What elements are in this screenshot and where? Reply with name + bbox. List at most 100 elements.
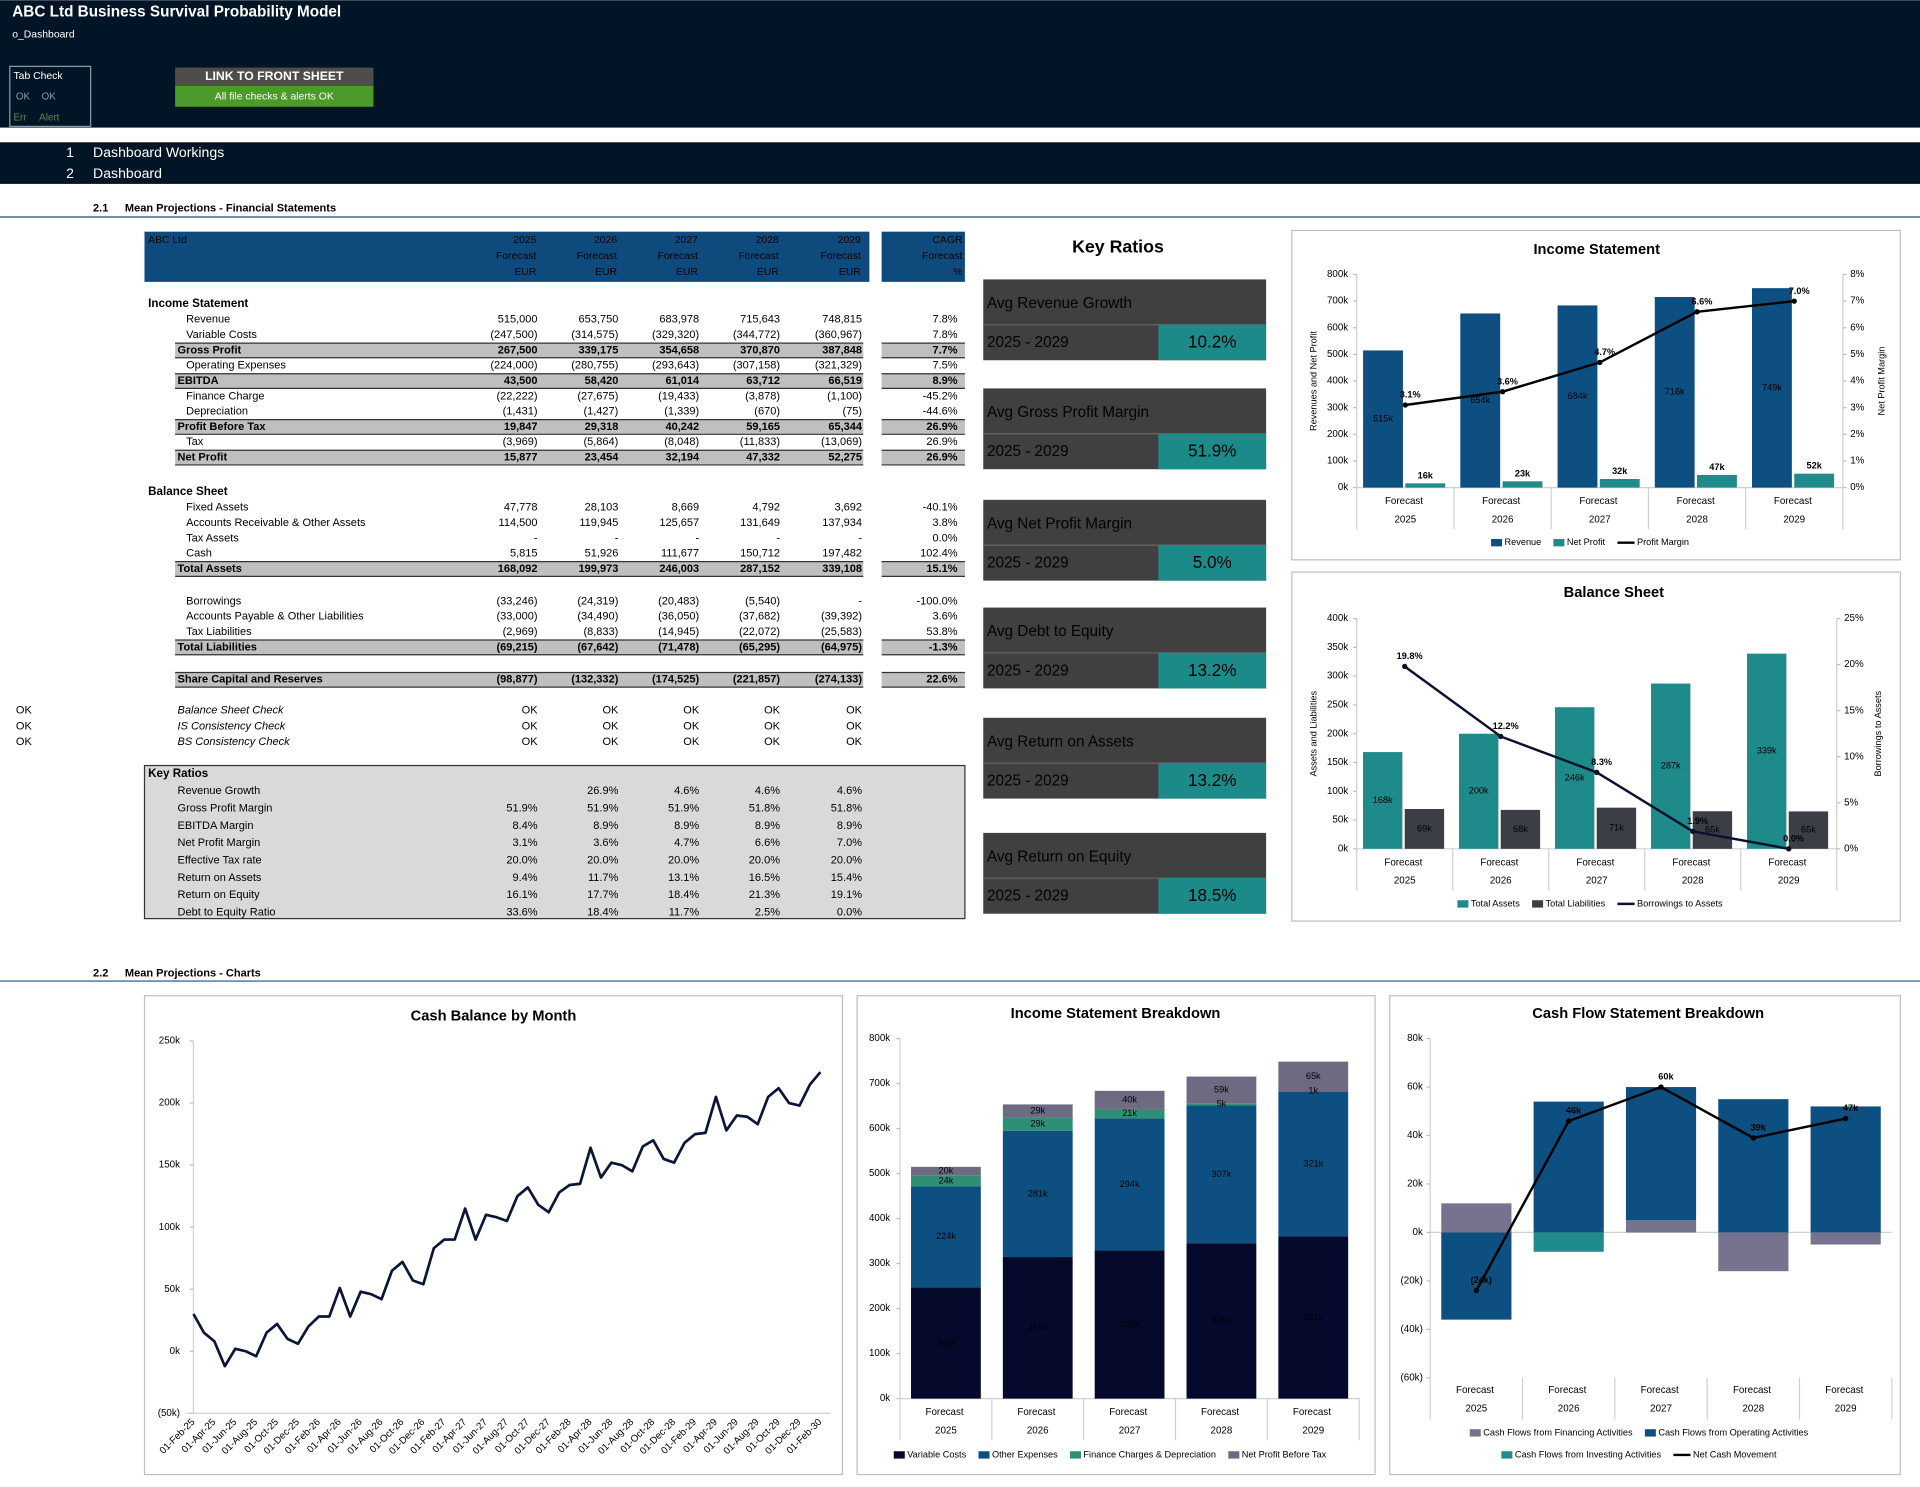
bar	[1533, 1232, 1604, 1252]
bar	[1555, 707, 1595, 849]
bar	[1810, 1106, 1881, 1233]
row-label: Accounts Receivable & Other Assets	[186, 517, 366, 529]
card-value: 10.2%	[1188, 332, 1237, 352]
check-value: OK	[602, 736, 619, 748]
y-tick-label: 300k	[869, 1258, 890, 1269]
check-value: OK	[683, 704, 700, 716]
x-tick-label: Forecast 2028	[1672, 857, 1713, 886]
check-value: OK	[602, 720, 619, 732]
legend-item: Revenue	[1491, 537, 1541, 547]
check-status: OK	[16, 720, 33, 732]
x-tick-label: Forecast 2027	[1576, 857, 1617, 886]
cell-value: (670)	[754, 406, 780, 418]
bar	[1625, 1220, 1697, 1233]
y-tick-label: 700k	[1327, 296, 1348, 307]
ratio-value: 8.4%	[512, 820, 537, 832]
card-value: 13.2%	[1188, 770, 1237, 790]
ratio-value: 51.8%	[749, 802, 780, 814]
data-label: 307k	[1211, 1169, 1231, 1179]
card-value: 13.2%	[1188, 660, 1237, 680]
data-label: 6.6%	[1691, 296, 1712, 306]
cell-value: 5,815	[510, 548, 538, 560]
cell-value: (11,833)	[740, 436, 780, 448]
cell-value: (13,069)	[821, 436, 862, 448]
cell-value: (344,772)	[733, 329, 780, 341]
cell-value: 61,014	[665, 375, 700, 387]
data-label: 5k	[1217, 1099, 1227, 1109]
legend-swatch	[978, 1451, 990, 1459]
data-label: 47k	[1709, 462, 1725, 472]
check-label: IS Consistency Check	[178, 720, 286, 732]
data-label: 65k	[1801, 825, 1816, 835]
total-row-bg	[175, 561, 864, 577]
key-ratios-title: Key Ratios	[148, 767, 208, 780]
cell-value: 287,152	[740, 563, 780, 575]
card-value-bg	[1158, 763, 1267, 799]
ratio-value: 6.6%	[755, 837, 780, 849]
legend-item: Net Profit Before Tax	[1228, 1449, 1327, 1459]
total-row-bg	[881, 373, 965, 389]
total-row-bg	[175, 373, 864, 389]
cell-value: (360,967)	[815, 329, 862, 341]
y-tick-label: (60k)	[1401, 1372, 1423, 1383]
cell-value: (39,392)	[821, 611, 862, 623]
cell-value: (37,682)	[739, 611, 780, 623]
row-label: Accounts Payable & Other Liabilities	[186, 611, 364, 623]
ratio-value: 0.0%	[837, 906, 862, 918]
bar	[911, 1175, 981, 1187]
ratio-value: 15.4%	[831, 872, 862, 884]
ratio-value: 20.0%	[749, 854, 780, 866]
column-header: 2027	[675, 235, 698, 246]
y-tick-label: 500k	[869, 1168, 890, 1179]
cell-value: 47,332	[746, 451, 780, 463]
cell-value: 119,945	[579, 517, 618, 529]
cell-value: (33,000)	[497, 611, 538, 623]
y2-tick-label: 8%	[1850, 269, 1864, 280]
cagr-value: 0.0%	[932, 532, 957, 544]
nav-item[interactable]: 1 Dashboard Workings	[66, 144, 224, 160]
tab-check-item: OK	[16, 92, 31, 103]
link-button-bg[interactable]	[175, 67, 374, 86]
cell-value: (34,490)	[577, 611, 618, 623]
bar	[1363, 350, 1403, 488]
ratio-value: 18.4%	[668, 889, 699, 901]
nav-number[interactable]: 2	[66, 165, 74, 181]
cell-value: (65,295)	[739, 641, 780, 653]
data-label: 60k	[1658, 1072, 1674, 1082]
cell-value: (75)	[842, 406, 862, 418]
line-marker	[1498, 733, 1504, 740]
ratio-value: 51.9%	[668, 802, 699, 814]
nav-label[interactable]: Dashboard Workings	[93, 144, 224, 160]
cell-value: 51,926	[585, 548, 619, 560]
ratio-value: 20.0%	[506, 854, 537, 866]
bar	[1186, 1105, 1257, 1244]
chart-title: Balance Sheet	[1564, 585, 1665, 601]
cell-value: 267,500	[498, 344, 538, 356]
row-label: Variable Costs	[186, 329, 257, 341]
y2-tick-label: 7%	[1850, 296, 1864, 307]
column-header: 2025	[513, 235, 536, 246]
y-tick-label: 0k	[1338, 843, 1348, 854]
row-label: Gross Profit	[178, 344, 242, 356]
cagr-value: 8.9%	[932, 375, 957, 387]
legend-swatch	[1644, 1429, 1656, 1437]
link-button-label[interactable]: LINK TO FRONT SHEET	[205, 69, 344, 83]
y-tick-label: 60k	[1407, 1082, 1423, 1093]
bar	[1278, 1061, 1349, 1092]
bar	[1094, 1118, 1165, 1251]
check-label: Balance Sheet Check	[178, 704, 284, 716]
cell-value: (3,969)	[503, 436, 538, 448]
ratio-value: 11.7%	[669, 906, 700, 918]
ratio-value: 16.1%	[506, 889, 537, 901]
nav-label[interactable]: Dashboard	[93, 165, 162, 181]
link-button[interactable]: LINK TO FRONT SHEET	[175, 67, 374, 86]
ratio-value: 33.6%	[506, 906, 537, 918]
bar	[1751, 288, 1792, 488]
data-label: 246k	[1565, 772, 1585, 782]
y-tick-label: 50k	[164, 1284, 180, 1295]
ratio-value: 20.0%	[668, 854, 699, 866]
nav-item[interactable]: 2 Dashboard	[66, 165, 162, 181]
cell-value: (24,319)	[577, 595, 618, 607]
x-tick-label: Forecast 2028	[1201, 1407, 1242, 1436]
nav-number[interactable]: 1	[66, 144, 74, 160]
